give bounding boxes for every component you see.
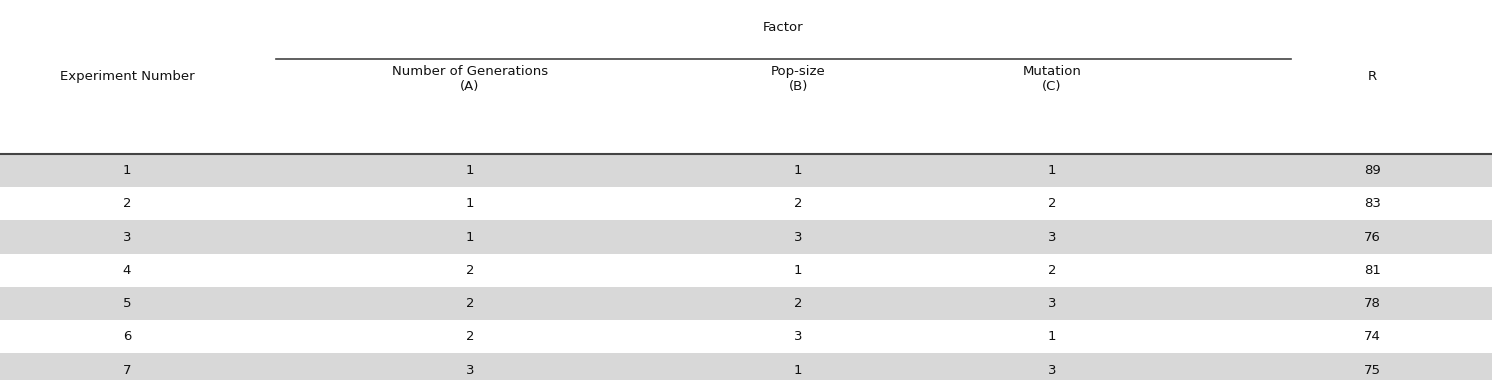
Bar bbox=[0, 320, 1492, 353]
Text: 89: 89 bbox=[1364, 164, 1382, 177]
Text: Number of Generations
(A): Number of Generations (A) bbox=[392, 65, 548, 93]
Text: 74: 74 bbox=[1364, 330, 1382, 343]
Text: 81: 81 bbox=[1364, 264, 1382, 277]
Text: 5: 5 bbox=[122, 297, 131, 310]
Text: 2: 2 bbox=[794, 197, 803, 210]
Bar bbox=[0, 254, 1492, 287]
Text: 1: 1 bbox=[466, 197, 474, 210]
Text: 2: 2 bbox=[466, 297, 474, 310]
Bar bbox=[0, 154, 1492, 187]
Text: 3: 3 bbox=[794, 231, 803, 244]
Text: 1: 1 bbox=[1047, 164, 1056, 177]
Text: 75: 75 bbox=[1364, 364, 1382, 377]
Text: 78: 78 bbox=[1364, 297, 1382, 310]
Text: 6: 6 bbox=[122, 330, 131, 343]
Bar bbox=[0, 353, 1492, 380]
Text: Mutation
(C): Mutation (C) bbox=[1022, 65, 1082, 93]
Text: 2: 2 bbox=[1047, 197, 1056, 210]
Text: 2: 2 bbox=[1047, 264, 1056, 277]
Text: 2: 2 bbox=[794, 297, 803, 310]
Bar bbox=[0, 0, 1492, 154]
Text: 1: 1 bbox=[122, 164, 131, 177]
Text: 1: 1 bbox=[794, 364, 803, 377]
Text: 1: 1 bbox=[466, 231, 474, 244]
Text: 3: 3 bbox=[1047, 297, 1056, 310]
Text: 3: 3 bbox=[1047, 364, 1056, 377]
Text: 3: 3 bbox=[1047, 231, 1056, 244]
Bar bbox=[0, 187, 1492, 220]
Text: 3: 3 bbox=[466, 364, 474, 377]
Text: 1: 1 bbox=[794, 264, 803, 277]
Text: 2: 2 bbox=[466, 330, 474, 343]
Text: R: R bbox=[1368, 70, 1377, 84]
Bar bbox=[0, 220, 1492, 254]
Text: Experiment Number: Experiment Number bbox=[60, 70, 194, 84]
Text: 2: 2 bbox=[122, 197, 131, 210]
Bar bbox=[0, 287, 1492, 320]
Text: Factor: Factor bbox=[762, 21, 804, 34]
Text: Pop-size
(B): Pop-size (B) bbox=[771, 65, 825, 93]
Text: 7: 7 bbox=[122, 364, 131, 377]
Text: 3: 3 bbox=[794, 330, 803, 343]
Text: 2: 2 bbox=[466, 264, 474, 277]
Text: 4: 4 bbox=[122, 264, 131, 277]
Text: 1: 1 bbox=[794, 164, 803, 177]
Text: 1: 1 bbox=[466, 164, 474, 177]
Text: 3: 3 bbox=[122, 231, 131, 244]
Text: 76: 76 bbox=[1364, 231, 1382, 244]
Text: 1: 1 bbox=[1047, 330, 1056, 343]
Text: 83: 83 bbox=[1364, 197, 1382, 210]
